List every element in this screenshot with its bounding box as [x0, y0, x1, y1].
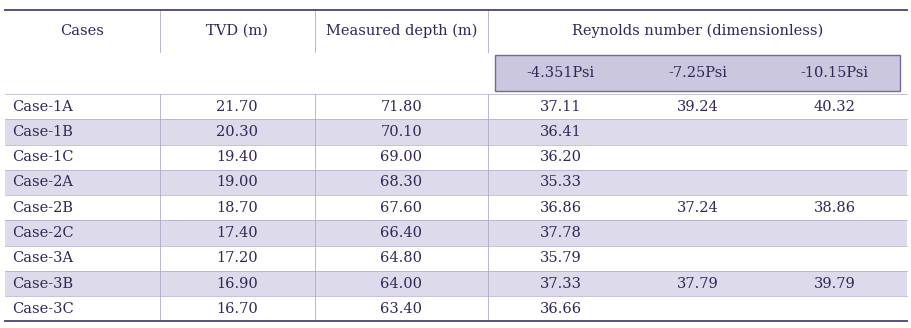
Text: 64.80: 64.80 [380, 251, 422, 265]
Text: 21.70: 21.70 [216, 100, 258, 113]
Text: 16.90: 16.90 [216, 277, 258, 291]
Text: Case-1C: Case-1C [12, 150, 73, 164]
Text: 36.86: 36.86 [539, 201, 581, 215]
Text: 37.24: 37.24 [676, 201, 718, 215]
Text: 17.20: 17.20 [216, 251, 258, 265]
Text: 39.79: 39.79 [813, 277, 855, 291]
FancyBboxPatch shape [5, 220, 906, 246]
FancyBboxPatch shape [5, 119, 906, 145]
Text: Case-3A: Case-3A [12, 251, 73, 265]
FancyBboxPatch shape [5, 271, 906, 296]
Text: 64.00: 64.00 [380, 277, 422, 291]
Text: -4.351Psi: -4.351Psi [527, 66, 594, 80]
Text: Case-2A: Case-2A [12, 175, 73, 190]
Text: 35.79: 35.79 [539, 251, 581, 265]
Text: Case-2C: Case-2C [12, 226, 74, 240]
Text: 19.00: 19.00 [216, 175, 258, 190]
Text: 37.33: 37.33 [539, 277, 581, 291]
Text: 68.30: 68.30 [380, 175, 422, 190]
Text: Measured depth (m): Measured depth (m) [325, 24, 476, 38]
Text: Case-1A: Case-1A [12, 100, 73, 113]
Text: Cases: Cases [60, 24, 104, 38]
Text: 17.40: 17.40 [216, 226, 258, 240]
Text: Reynolds number (dimensionless): Reynolds number (dimensionless) [571, 24, 823, 38]
Text: 36.20: 36.20 [539, 150, 581, 164]
Text: 63.40: 63.40 [380, 302, 422, 316]
Text: 20.30: 20.30 [216, 125, 258, 139]
Text: 36.41: 36.41 [539, 125, 581, 139]
Text: Case-3B: Case-3B [12, 277, 73, 291]
Text: 37.79: 37.79 [676, 277, 718, 291]
Text: 70.10: 70.10 [380, 125, 422, 139]
Text: 66.40: 66.40 [380, 226, 422, 240]
FancyBboxPatch shape [495, 54, 899, 91]
Text: Case-1B: Case-1B [12, 125, 73, 139]
Text: -10.15Psi: -10.15Psi [800, 66, 867, 80]
Text: 37.11: 37.11 [539, 100, 581, 113]
Text: 67.60: 67.60 [380, 201, 422, 215]
Text: TVD (m): TVD (m) [206, 24, 268, 38]
Text: 39.24: 39.24 [676, 100, 718, 113]
Text: 40.32: 40.32 [813, 100, 855, 113]
FancyBboxPatch shape [5, 170, 906, 195]
Text: 36.66: 36.66 [539, 302, 581, 316]
Text: 71.80: 71.80 [380, 100, 422, 113]
Text: 69.00: 69.00 [380, 150, 422, 164]
Text: 37.78: 37.78 [539, 226, 581, 240]
Text: -7.25Psi: -7.25Psi [668, 66, 726, 80]
Text: Case-2B: Case-2B [12, 201, 73, 215]
Text: 19.40: 19.40 [216, 150, 258, 164]
Text: 35.33: 35.33 [539, 175, 581, 190]
Text: 16.70: 16.70 [216, 302, 258, 316]
Text: 38.86: 38.86 [813, 201, 855, 215]
Text: 18.70: 18.70 [216, 201, 258, 215]
Text: Case-3C: Case-3C [12, 302, 74, 316]
